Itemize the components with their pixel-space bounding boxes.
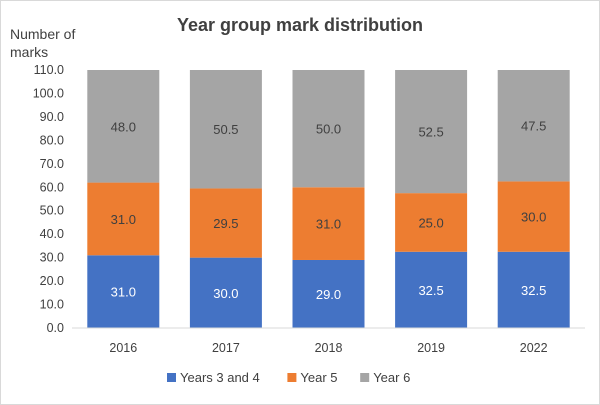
data-label: 29.0 — [316, 287, 341, 302]
legend: Years 3 and 4 Year 5 Year 6 — [167, 370, 410, 385]
legend-label: Year 6 — [373, 370, 410, 385]
data-label: 30.0 — [521, 210, 546, 225]
data-label: 50.0 — [316, 122, 341, 137]
y-tick-label: 50.0 — [40, 204, 64, 218]
y-tick-label: 20.0 — [40, 274, 64, 288]
bar-segment — [189, 188, 262, 258]
y-tick-label: 30.0 — [40, 251, 64, 265]
data-label: 31.0 — [316, 217, 341, 232]
y-tick-label: 100.0 — [33, 86, 64, 100]
data-label: 25.0 — [418, 215, 443, 230]
y-tick-label: 60.0 — [40, 180, 64, 194]
x-tick-label: 2016 — [109, 341, 137, 355]
chart-title: Year group mark distribution — [177, 15, 423, 35]
legend-swatch — [360, 373, 370, 382]
x-tick-label: 2019 — [417, 341, 445, 355]
data-label: 50.5 — [213, 122, 238, 137]
bar-segment — [497, 70, 570, 182]
y-tick-label: 80.0 — [40, 133, 64, 147]
y-tick-label: 90.0 — [40, 110, 64, 124]
bar-segment — [292, 259, 365, 328]
bar-segment — [497, 181, 570, 252]
legend-swatch — [287, 373, 297, 382]
x-tick-label: 2022 — [520, 341, 548, 355]
data-label: 48.0 — [111, 119, 136, 134]
legend-swatch — [167, 373, 176, 382]
y-axis-label-line-2: marks — [10, 44, 48, 60]
y-tick-label: 10.0 — [40, 298, 64, 312]
bar-segment — [189, 257, 262, 328]
data-label: 31.0 — [111, 285, 136, 300]
x-tick-label: 2018 — [315, 341, 343, 355]
data-label: 29.5 — [213, 216, 238, 231]
y-tick-label: 0.0 — [47, 321, 64, 335]
bar-segment — [395, 251, 468, 328]
data-label: 32.5 — [418, 283, 443, 298]
y-axis-label-line-1: Number of — [10, 26, 75, 42]
legend-label: Year 5 — [300, 370, 337, 385]
bar-segment — [87, 255, 160, 328]
data-label: 32.5 — [521, 283, 546, 298]
bar-segment — [292, 70, 365, 188]
y-tick-label: 110.0 — [34, 63, 64, 77]
legend-label: Years 3 and 4 — [180, 370, 260, 385]
y-tick-label: 70.0 — [40, 157, 64, 171]
data-label: 31.0 — [111, 212, 136, 227]
data-label: 52.5 — [418, 125, 443, 140]
y-tick-label: 40.0 — [40, 227, 64, 241]
bar-segment — [87, 182, 160, 256]
bar-segment — [189, 70, 262, 189]
bar-segment — [292, 187, 365, 260]
x-tick-label: 2017 — [212, 341, 240, 355]
data-label: 47.5 — [521, 119, 546, 134]
bar-segment — [87, 70, 160, 183]
bar-segment — [497, 251, 570, 328]
data-label: 30.0 — [213, 286, 238, 301]
bar-segment — [395, 70, 468, 194]
plot-area: 0.0 10.0 20.0 30.0 40.0 50.0 60.0 70.0 80.0 90.0 1… — [33, 63, 585, 355]
bar-segment — [395, 193, 468, 252]
